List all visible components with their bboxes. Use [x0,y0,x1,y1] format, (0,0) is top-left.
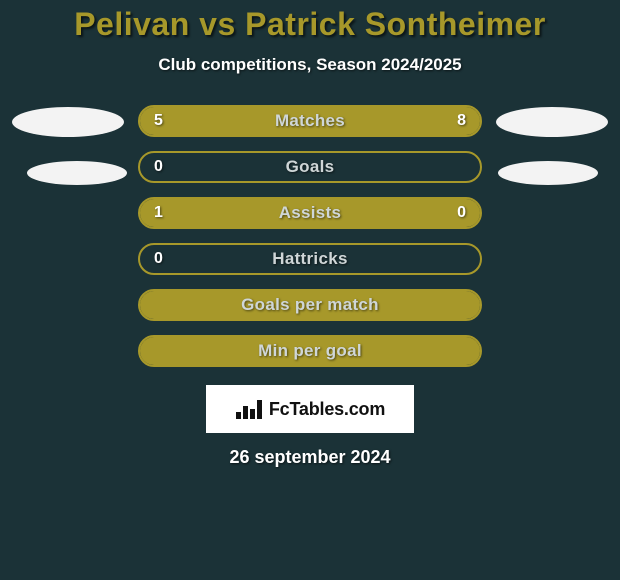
stat-bar-matches: Matches5 8 [138,105,482,137]
stat-label: Goals per match [140,291,480,319]
stat-value-right: 8 [457,107,466,135]
site-logo-box: FcTables.com [206,385,414,433]
page-subtitle: Club competitions, Season 2024/2025 [0,55,620,75]
page-title: Pelivan vs Patrick Sontheimer [0,6,620,43]
player-left-column [8,105,138,185]
stat-bar-mpg: Min per goal [138,335,482,367]
stat-bar-gpm: Goals per match [138,289,482,321]
comparison-container: Matches58Goals0Assists10Hattricks0Goals … [0,105,620,367]
stat-label: Hattricks [140,245,480,273]
player-right-column [482,105,612,185]
date-label: 26 september 2024 [0,447,620,468]
player-right-avatar-placeholder [496,107,608,137]
stat-value-left: 0 [154,245,163,273]
stat-label: Assists [140,199,480,227]
stat-bar-assists: Assists1 0 [138,197,482,229]
stat-value-left: 5 [154,107,163,135]
stat-value-left: 1 [154,199,163,227]
stat-bar-hattricks: Hattricks0 [138,243,482,275]
site-logo-text: FcTables.com [269,399,385,420]
player-left-avatar-placeholder [12,107,124,137]
bars-icon [235,398,263,420]
player-right-flag-placeholder [498,161,598,185]
stat-bar-goals: Goals0 [138,151,482,183]
stat-value-left: 0 [154,153,163,181]
stat-label: Goals [140,153,480,181]
stat-bars: Matches58Goals0Assists10Hattricks0Goals … [138,105,482,367]
player-left-flag-placeholder [27,161,127,185]
stat-label: Min per goal [140,337,480,365]
comparison-infographic: Pelivan vs Patrick Sontheimer Club compe… [0,0,620,580]
stat-label: Matches [140,107,480,135]
stat-value-right: 0 [457,199,466,227]
